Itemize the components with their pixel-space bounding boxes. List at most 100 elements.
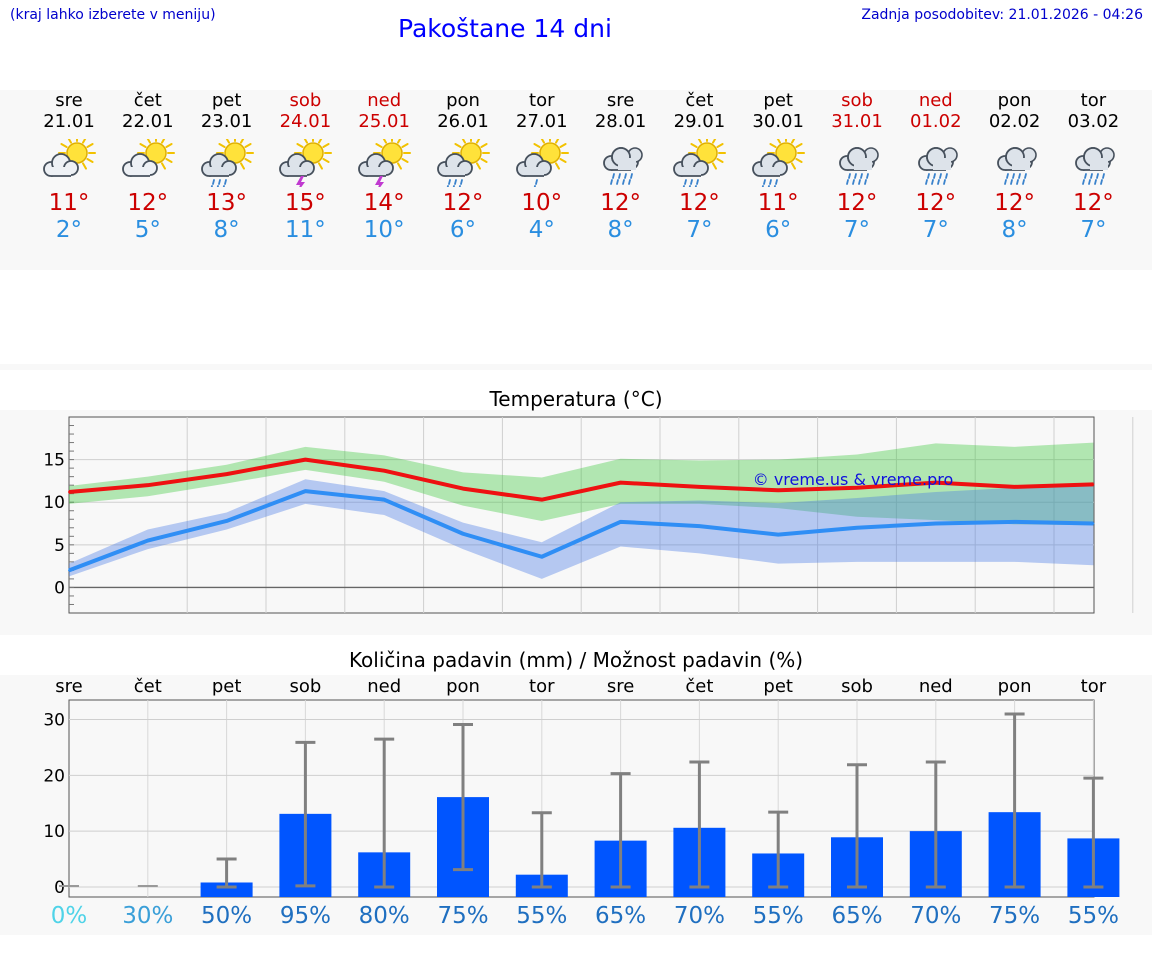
precipitation-chance-row: 0% 30% 50% 95% 80% 75% 55% 65% 70% 55% 65% 70% 75% 55… [0,903,1152,935]
temp-high: 12° [994,190,1035,216]
last-updated: Zadnja posodobitev: 21.01.2026 - 04:26 [861,7,1143,23]
temp-high: 11° [48,190,90,216]
temp-low: 7° [843,217,871,243]
max-temperature-point [225,473,228,476]
sun-cloud-thunder-icon [358,139,412,187]
y-tick-label: 15 [43,451,65,471]
min-temperature-point [540,555,543,558]
category-label: pet [212,676,242,697]
day-name: sob [841,90,873,111]
temp-low: 5° [134,217,161,243]
precipitation-chart-title: Količina padavin (mm) / Možnost padavin … [348,648,804,672]
cloud-rain-icon [996,147,1037,185]
day-name: tor [1080,90,1107,111]
y-tick-label: 20 [43,766,65,786]
max-temperature-point [540,498,543,501]
min-range-band [69,479,1094,579]
day-name: čet [133,90,162,111]
day-date: 27.01 [516,111,568,132]
precipitation-chart: sre čet pet sob ned pon tor sre čet pet sob ned pon t… [43,676,1120,898]
temp-high: 11° [757,190,799,216]
day-date: 25.01 [358,111,410,132]
day-date: 24.01 [279,111,332,132]
max-temperature-line [68,457,1094,502]
max-temperature-point [462,487,464,490]
temp-low: 8° [1001,217,1028,243]
max-temperature-point [619,481,622,484]
day-date: 22.01 [122,111,174,132]
temp-high: 12° [679,190,720,216]
min-temperature-point [1013,520,1016,523]
temp-low: 6° [449,217,477,243]
precip-chance: 75% [989,903,1041,929]
temp-low: 8° [213,217,240,243]
day-column: čet 29.01 12° 7° [659,90,739,244]
y-tick-label: 10 [43,822,65,842]
precip-chance: 65% [831,903,883,929]
sun-cloud-icon [43,139,96,177]
day-name: sre [606,90,635,111]
cloud-rain-icon [917,147,958,185]
day-date: 28.01 [594,111,647,132]
y-tick-label: 10 [43,493,65,513]
temp-high: 12° [600,190,641,216]
day-name: pon [446,90,480,111]
precip-chance: 55% [516,903,568,929]
max-temperature-point [68,490,70,493]
temp-low: 11° [285,217,326,243]
min-temperature-point [856,526,858,529]
category-label: sre [55,676,82,697]
sun-cloud-light-rain-icon [515,139,569,187]
min-temperature-point [68,569,70,572]
temp-high: 10° [521,190,563,216]
temp-high: 12° [1073,190,1114,216]
max-temperature-point [1013,485,1016,488]
min-temperature-point [698,525,701,528]
temp-high: 12° [836,190,878,216]
temp-low: 7° [1080,217,1107,243]
day-date: 02.02 [988,111,1041,132]
day-column: tor 03.02 12° 7° [1053,90,1133,244]
day-date: 31.01 [831,111,883,132]
temp-high: 12° [442,190,484,216]
band-separator [0,364,1152,370]
sun-cloud-rain-icon [200,139,254,187]
precip-chance: 70% [910,903,962,929]
day-column: čet 22.01 12° 5° [108,90,188,244]
day-column: pon 02.02 12° 8° [975,90,1055,244]
temp-low: 7° [922,217,949,243]
location-menu-hint[interactable]: (kraj lahko izberete v meniju) [10,7,216,23]
day-column: sre 28.01 12° 8° [581,90,661,244]
precip-chance: 50% [201,903,253,929]
precip-chance: 70% [673,903,725,929]
precip-chance: 95% [279,903,331,929]
temperature-chart: 0 5 10 15 © vreme.us & vreme.pro [43,416,1134,614]
max-temperature-point [856,486,858,489]
day-date: 26.01 [437,111,489,132]
category-label: čet [685,676,713,697]
precip-chance: 55% [1067,903,1119,929]
category-label: ned [367,676,401,697]
day-column: sre 21.01 11° 2° [29,90,109,244]
day-date: 29.01 [673,111,726,132]
category-label: sre [607,676,634,697]
sun-cloud-rain-icon [752,139,806,187]
min-temperature-point [1092,522,1095,525]
y-tick-label: 30 [43,711,65,731]
temp-high: 14° [363,190,405,216]
max-temperature-point [383,469,386,472]
category-label: čet [134,676,162,697]
min-temperature-point [304,490,307,493]
page-title: Pakoštane 14 dni [398,14,612,43]
sun-cloud-thunder-icon [279,139,333,187]
temp-low: 10° [363,217,405,243]
temp-high: 13° [206,190,247,216]
max-temperature-point [698,485,701,488]
min-temperature-point [462,532,464,535]
precip-chance: 80% [358,903,410,929]
y-tick-label: 0 [54,878,65,898]
day-name: čet [685,90,714,111]
max-temperature-point [934,481,937,484]
day-name: sre [55,90,83,111]
daily-forecast-band [0,90,1152,270]
